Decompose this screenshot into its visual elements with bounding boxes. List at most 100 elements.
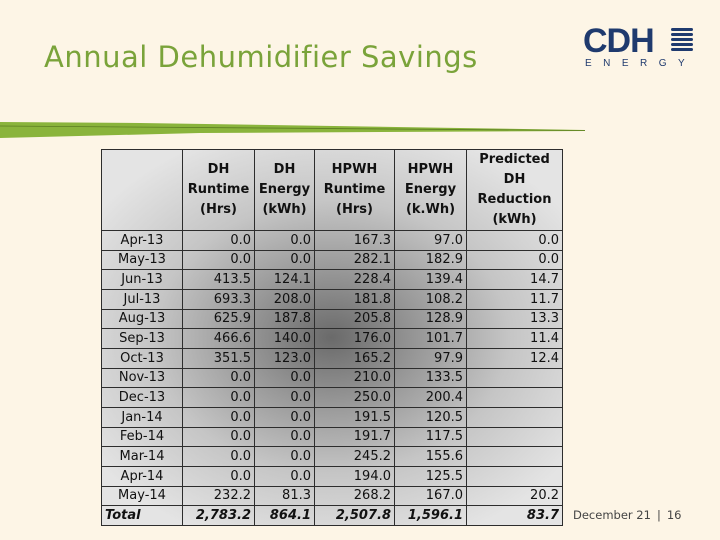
value-cell: 228.4 — [314, 269, 395, 290]
value-cell: 11.7 — [466, 288, 563, 310]
value-cell: 351.5 — [182, 347, 255, 369]
value-cell: 0.0 — [182, 367, 255, 389]
value-cell: 205.8 — [314, 308, 395, 330]
table-row: Apr-13 0.0 0.0 167.3 97.0 0.0 — [101, 230, 563, 251]
table-row: Aug-13 625.9 187.8 205.8 128.9 13.3 — [101, 308, 563, 330]
table-row: Sep-13 466.6 140.0 176.0 101.7 11.4 — [101, 328, 563, 349]
logo-subtitle: ENERGY — [585, 58, 697, 69]
column-header-line: Predicted DH — [479, 152, 550, 187]
month-cell: Dec-13 — [101, 387, 183, 408]
value-cell: 208.0 — [254, 288, 315, 310]
value-cell: 124.1 — [254, 269, 315, 290]
total-value-cell: 2,783.2 — [182, 505, 255, 526]
table-body: Apr-13 0.0 0.0 167.3 97.0 0.0 May-13 0.0 0.0 282.… — [101, 230, 563, 526]
value-cell: 413.5 — [182, 269, 255, 290]
column-header-line: (Hrs) — [336, 202, 373, 217]
value-cell: 128.9 — [394, 308, 467, 330]
table-row: Jul-13 693.3 208.0 181.8 108.2 11.7 — [101, 288, 563, 310]
total-value-cell: 864.1 — [254, 505, 315, 526]
table-row: May-14 232.2 81.3 268.2 167.0 20.2 — [101, 485, 563, 507]
value-cell: 194.0 — [314, 465, 395, 487]
month-cell: Nov-13 — [101, 367, 183, 389]
cdh-energy-logo: CDH ENERGY — [583, 24, 695, 70]
column-header-line: (Hrs) — [200, 202, 237, 217]
month-cell: May-14 — [101, 485, 183, 507]
logo-stripes-icon — [671, 28, 693, 54]
value-cell: 200.4 — [394, 387, 467, 408]
logo-wordmark: CDH — [583, 22, 655, 60]
column-header-line: DH — [207, 162, 230, 177]
column-header-line: (k.Wh) — [405, 202, 456, 217]
value-cell: 0.0 — [254, 230, 315, 251]
total-value-cell: 2,507.8 — [314, 505, 395, 526]
value-cell: 139.4 — [394, 269, 467, 290]
value-cell: 123.0 — [254, 347, 315, 369]
column-header-line: Runtime — [323, 182, 386, 197]
value-cell: 125.5 — [394, 465, 467, 487]
column-header-line: Energy — [258, 182, 311, 197]
value-cell: 250.0 — [314, 387, 395, 408]
value-cell: 187.8 — [254, 308, 315, 330]
value-cell: 191.7 — [314, 426, 395, 448]
column-header-line: HPWH — [331, 162, 378, 177]
savings-table: DH Runtime (Hrs) DH Energy (kWh) HPWH Runtime (H… — [101, 149, 563, 526]
value-cell: 0.0 — [182, 426, 255, 448]
value-cell: 97.9 — [394, 347, 467, 369]
value-cell — [466, 367, 563, 389]
value-cell: 0.0 — [182, 249, 255, 271]
value-cell: 20.2 — [466, 485, 563, 507]
month-cell: Jun-13 — [101, 269, 183, 290]
value-cell: 0.0 — [254, 249, 315, 271]
month-cell: Jan-14 — [101, 406, 183, 428]
value-cell: 181.8 — [314, 288, 395, 310]
page-number: 16 — [666, 508, 682, 522]
value-cell: 167.3 — [314, 230, 395, 251]
value-cell — [466, 426, 563, 448]
month-cell: Oct-13 — [101, 347, 183, 369]
value-cell — [466, 446, 563, 467]
slide-title: Annual Dehumidifier Savings — [44, 40, 478, 74]
value-cell: 232.2 — [182, 485, 255, 507]
value-cell: 0.0 — [466, 249, 563, 271]
value-cell: 182.9 — [394, 249, 467, 271]
value-cell: 693.3 — [182, 288, 255, 310]
column-header: HPWH Energy (k.Wh) — [394, 149, 467, 231]
month-cell: Apr-13 — [101, 230, 183, 251]
value-cell: 101.7 — [394, 328, 467, 349]
total-row: Total 2,783.2 864.1 2,507.8 1,596.1 83.7 — [101, 505, 563, 526]
month-cell: Jul-13 — [101, 288, 183, 310]
column-header-line: Energy — [404, 182, 457, 197]
value-cell: 191.5 — [314, 406, 395, 428]
value-cell: 0.0 — [182, 406, 255, 428]
table-row: Jan-14 0.0 0.0 191.5 120.5 — [101, 406, 563, 428]
total-value-cell: 83.7 — [466, 505, 563, 526]
table-header-row: DH Runtime (Hrs) DH Energy (kWh) HPWH Runtime (H… — [101, 149, 563, 231]
value-cell: 0.0 — [182, 465, 255, 487]
month-cell: Mar-14 — [101, 446, 183, 467]
value-cell: 625.9 — [182, 308, 255, 330]
month-cell: May-13 — [101, 249, 183, 271]
column-header-line: (kWh) — [262, 202, 307, 217]
value-cell: 282.1 — [314, 249, 395, 271]
value-cell: 0.0 — [254, 426, 315, 448]
value-cell: 0.0 — [254, 367, 315, 389]
table-row: May-13 0.0 0.0 282.1 182.9 0.0 — [101, 249, 563, 271]
value-cell: 0.0 — [254, 387, 315, 408]
value-cell: 466.6 — [182, 328, 255, 349]
value-cell: 97.0 — [394, 230, 467, 251]
column-header-line: Reduction — [477, 192, 552, 207]
value-cell: 165.2 — [314, 347, 395, 369]
value-cell: 11.4 — [466, 328, 563, 349]
total-label: Total — [101, 505, 183, 526]
month-cell: Sep-13 — [101, 328, 183, 349]
value-cell: 0.0 — [466, 230, 563, 251]
column-header: DH Energy (kWh) — [254, 149, 315, 231]
value-cell: 0.0 — [182, 446, 255, 467]
value-cell: 108.2 — [394, 288, 467, 310]
table-row: Mar-14 0.0 0.0 245.2 155.6 — [101, 446, 563, 467]
value-cell: 176.0 — [314, 328, 395, 349]
table-row: Oct-13 351.5 123.0 165.2 97.9 12.4 — [101, 347, 563, 369]
column-header: DH Runtime (Hrs) — [182, 149, 255, 231]
value-cell: 140.0 — [254, 328, 315, 349]
column-header: Predicted DH Reduction (kWh) — [466, 149, 563, 231]
